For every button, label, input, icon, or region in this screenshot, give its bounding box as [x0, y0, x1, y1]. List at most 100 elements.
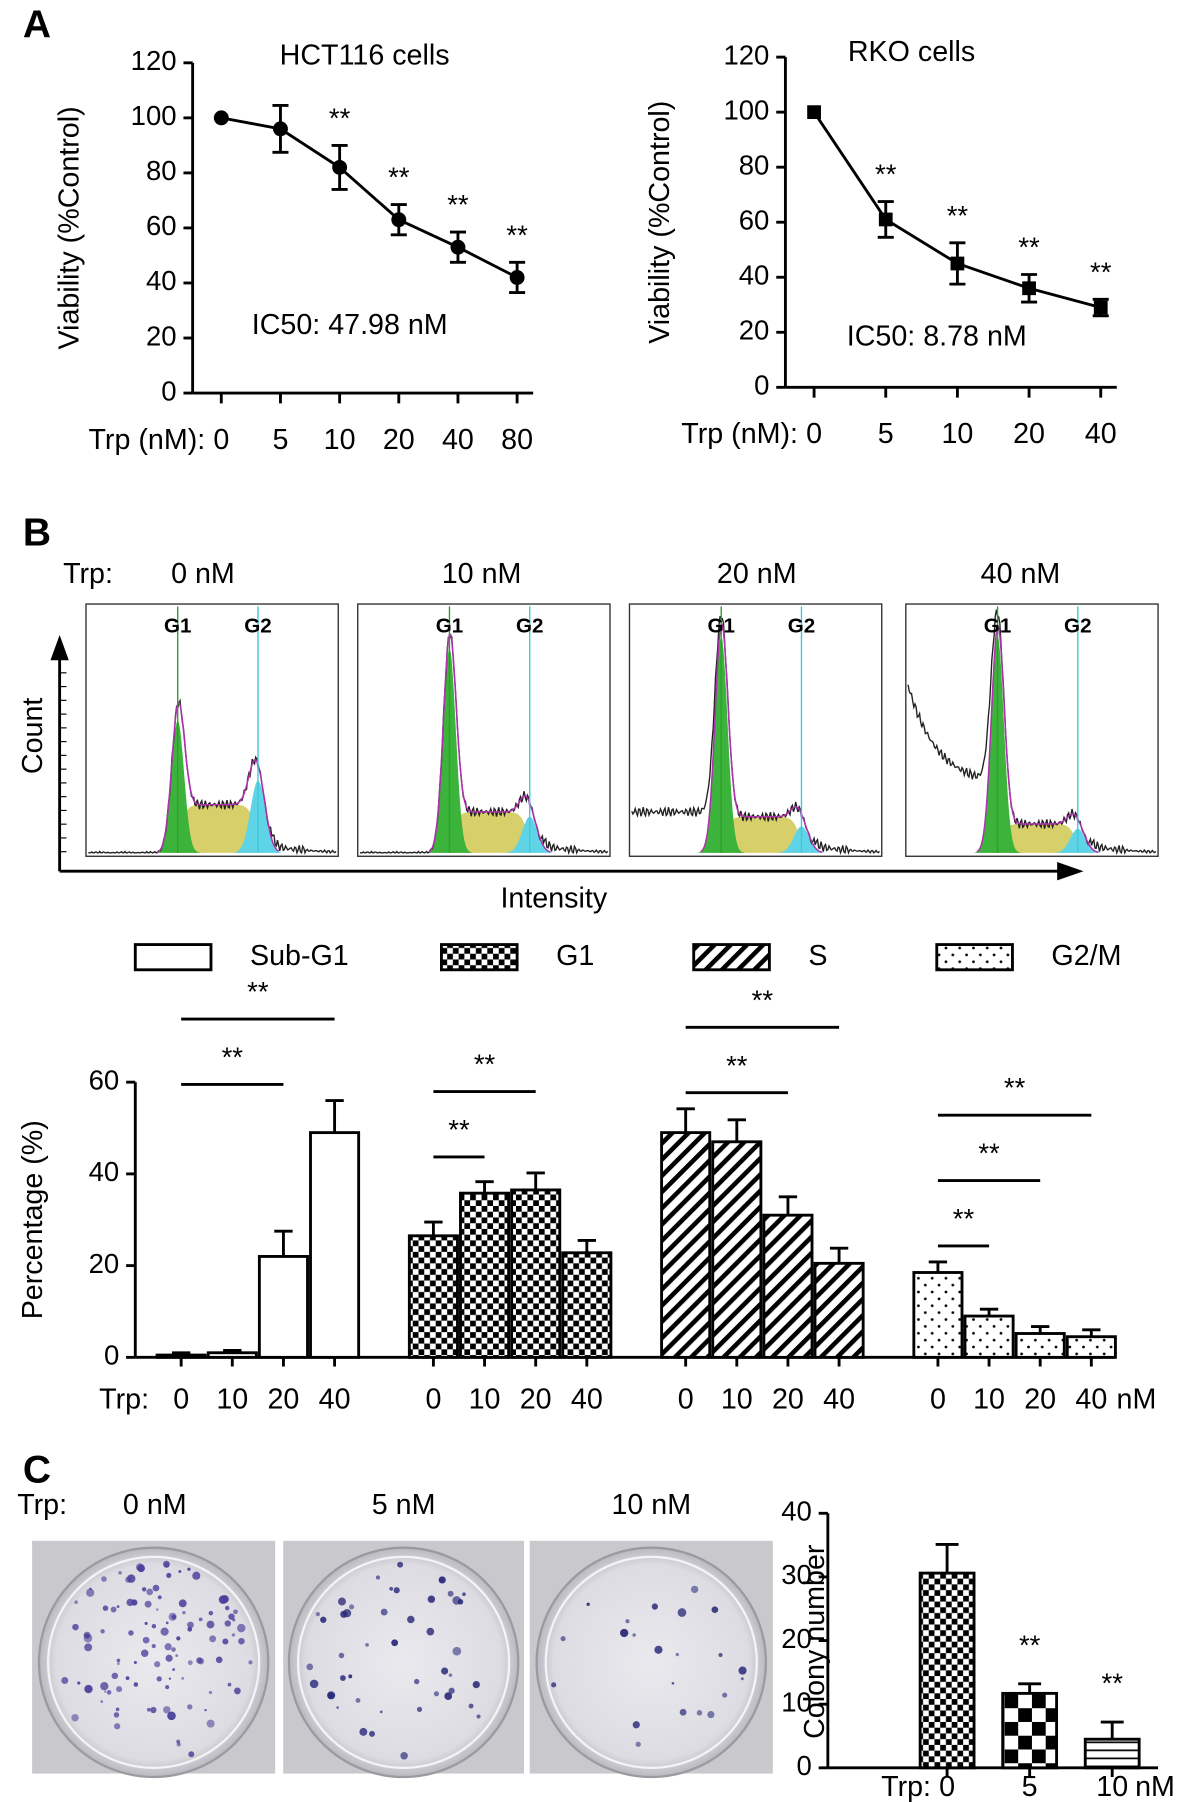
y-axis-label: Colony number	[799, 1544, 831, 1739]
y-tick-label: 60	[146, 210, 177, 241]
annotation: IC50: 47.98 nM	[252, 309, 448, 341]
colony	[315, 1611, 320, 1617]
significance: **	[1018, 232, 1040, 263]
colony	[696, 1710, 703, 1716]
colony	[152, 1584, 160, 1592]
colony	[163, 1706, 171, 1714]
colony	[111, 1672, 119, 1680]
colony	[365, 1643, 369, 1647]
significance: **	[447, 189, 469, 220]
colony	[355, 1698, 361, 1703]
colony	[327, 1691, 336, 1700]
colony	[379, 1710, 383, 1714]
legend-swatch	[935, 943, 1014, 972]
colony	[141, 1587, 147, 1592]
colony	[187, 1660, 193, 1666]
legend-swatch	[133, 943, 213, 972]
colony	[166, 1572, 172, 1579]
colony	[140, 1649, 149, 1658]
colony-panel-label: 5 nM	[372, 1489, 436, 1521]
significance: **	[247, 976, 269, 1007]
bar	[561, 1251, 613, 1359]
dish	[37, 1546, 270, 1779]
colony	[117, 1662, 120, 1665]
bar	[510, 1188, 562, 1359]
colony	[306, 1663, 314, 1671]
error-bar	[325, 1099, 344, 1133]
bar	[1083, 1737, 1141, 1770]
bar	[1014, 1332, 1066, 1359]
y-tick-label: 40	[146, 265, 177, 296]
colony	[336, 1706, 339, 1709]
x-tick-label: 10	[324, 424, 356, 456]
y-tick-label: 0	[104, 1340, 119, 1371]
colony	[740, 1677, 744, 1681]
colony	[83, 1633, 93, 1643]
x-axis-label: Trp (nM):	[681, 418, 798, 450]
colony	[206, 1620, 215, 1629]
colony	[187, 1704, 193, 1710]
error-bar	[676, 1107, 695, 1133]
error-bar	[1100, 1720, 1124, 1740]
gate-label: G2	[788, 614, 816, 637]
colony	[238, 1637, 245, 1645]
error-bar	[778, 1195, 798, 1216]
colony	[175, 1654, 179, 1658]
colony	[426, 1627, 435, 1636]
gate-label: G1	[707, 614, 735, 637]
colony	[118, 1571, 122, 1575]
error-bar	[1031, 1325, 1050, 1334]
chart-title: RKO cells	[848, 36, 975, 68]
x-tick-label: 40	[823, 1383, 855, 1415]
colony	[150, 1706, 157, 1714]
y-tick-label: 120	[131, 45, 177, 76]
colony	[167, 1711, 176, 1721]
error-bar	[526, 1171, 545, 1190]
marker	[509, 270, 525, 285]
panel-label: B	[23, 512, 51, 555]
colony	[654, 1645, 663, 1654]
legend-label: G1	[556, 940, 594, 972]
bar	[762, 1213, 814, 1359]
colony-panel-label: 10 nM	[611, 1489, 691, 1521]
colony	[586, 1602, 590, 1606]
colony	[125, 1676, 130, 1681]
colony	[131, 1599, 138, 1606]
marker	[1022, 281, 1036, 296]
colony	[144, 1600, 152, 1608]
x-tick-label: 80	[501, 424, 533, 456]
flow-panel-label: 40 nM	[981, 558, 1061, 590]
flow-panel-label: 0 nM	[171, 558, 235, 590]
colony	[393, 1587, 400, 1594]
error-bar	[935, 1543, 959, 1574]
legend-label: S	[808, 940, 827, 972]
x-tick-label: 40	[319, 1383, 351, 1415]
colony	[707, 1711, 715, 1719]
x-tick-label: 10	[216, 1383, 248, 1415]
colony	[380, 1608, 388, 1616]
colony	[234, 1687, 241, 1695]
colony	[115, 1707, 120, 1712]
bar	[155, 1353, 207, 1359]
gate-label: G1	[164, 614, 192, 637]
bar	[963, 1314, 1015, 1359]
legend-swatch	[692, 943, 771, 972]
colony	[397, 1561, 404, 1568]
bar	[1065, 1335, 1117, 1359]
dish-rim	[47, 1555, 261, 1769]
colony	[135, 1563, 144, 1572]
significance: **	[978, 1138, 1000, 1169]
dish-rim	[296, 1555, 511, 1769]
x-tick-label: 0	[678, 1383, 694, 1415]
y-tick-label: 20	[739, 315, 770, 346]
x-axis-label: Trp (nM):	[88, 424, 205, 456]
gate-label: G2	[516, 614, 544, 637]
gate-label: G2	[244, 614, 272, 637]
significance: **	[506, 219, 528, 250]
colony	[468, 1703, 474, 1709]
significance: **	[1090, 256, 1112, 287]
colony	[146, 1588, 154, 1596]
colony	[204, 1708, 207, 1712]
bar	[1001, 1691, 1059, 1770]
colony	[337, 1597, 346, 1606]
